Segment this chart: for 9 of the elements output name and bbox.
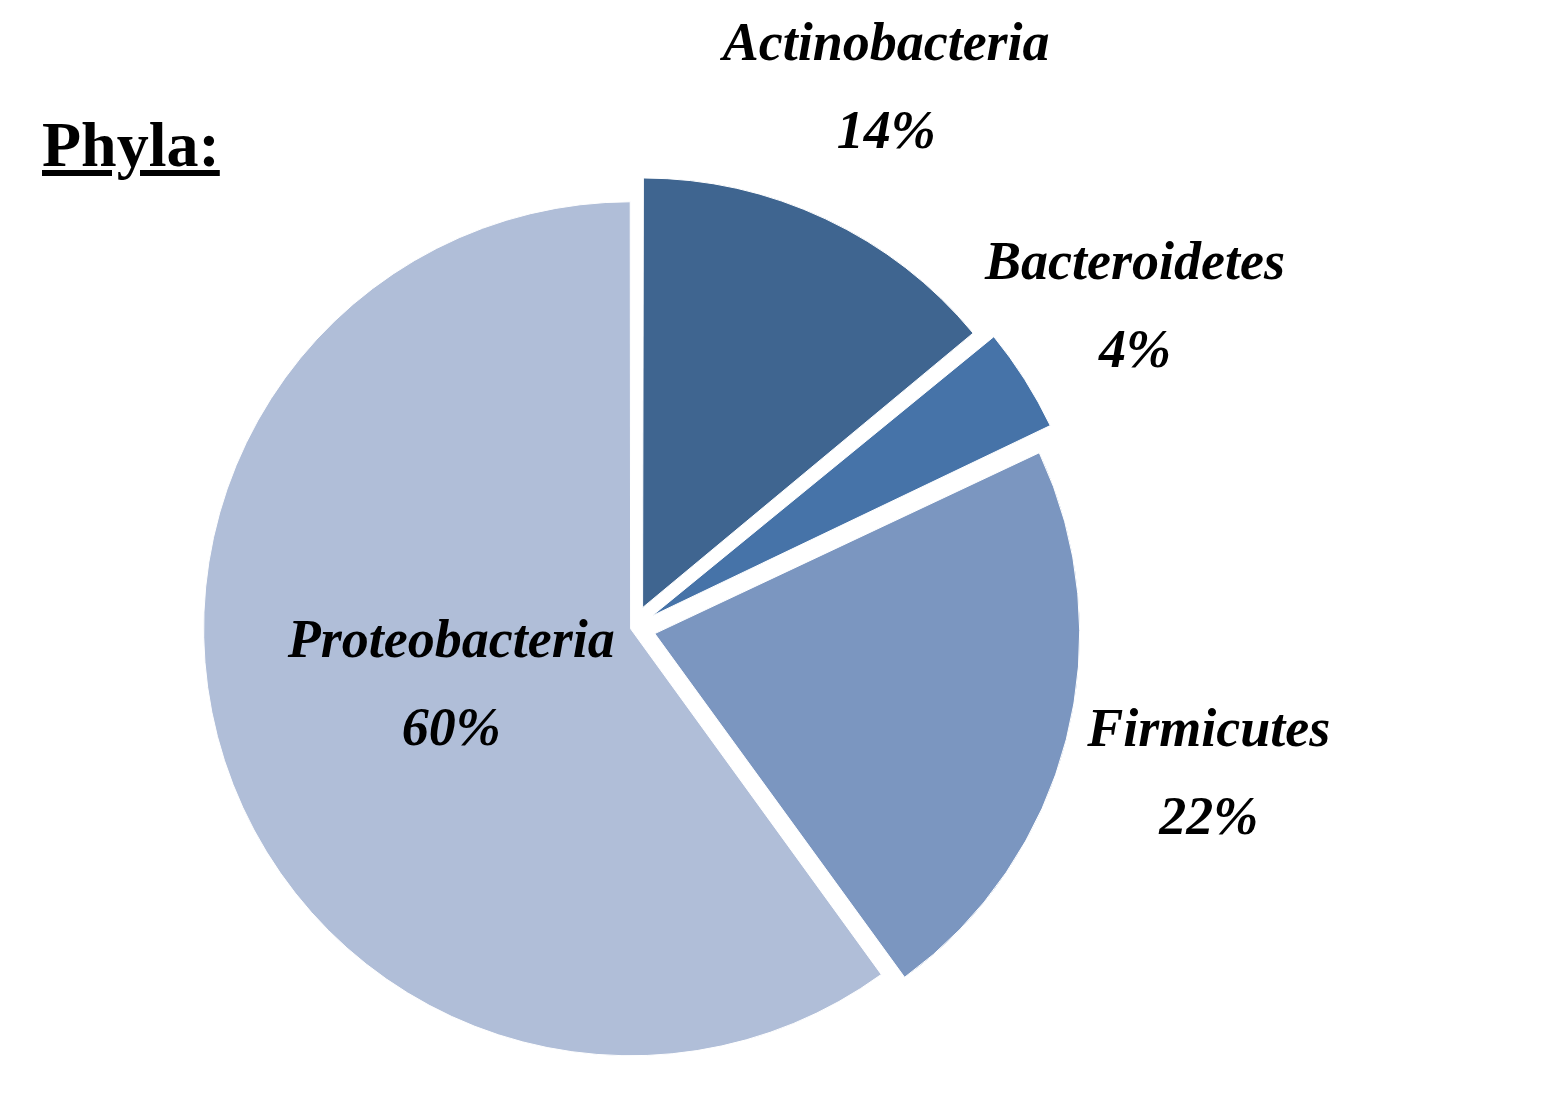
slice-label: Bacteroidetes (983, 231, 1285, 292)
slice-label: Proteobacteria (286, 608, 615, 669)
data-label: 22% (1158, 785, 1259, 846)
slice-label: Actinobacteria (719, 12, 1050, 73)
slice-label: Firmicutes (1086, 697, 1331, 758)
data-label: 4% (1097, 319, 1171, 380)
data-label: 60% (401, 696, 501, 757)
text: Phyla: (42, 108, 220, 182)
data-label: 14% (836, 100, 936, 161)
